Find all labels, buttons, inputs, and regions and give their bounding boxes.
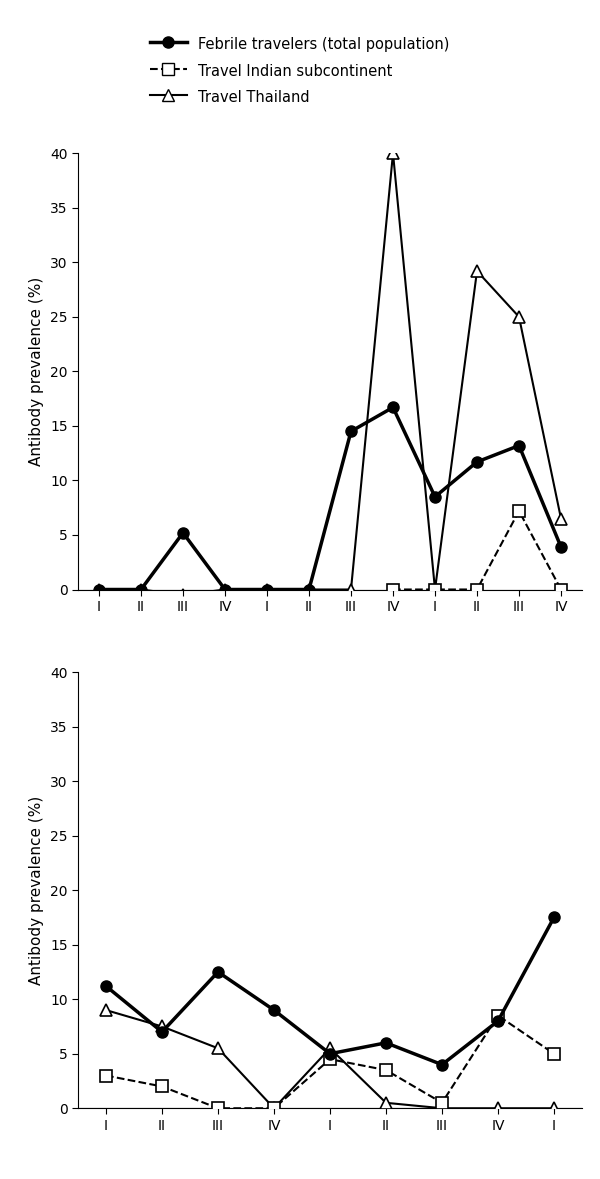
- Text: 1997: 1997: [313, 671, 347, 685]
- Legend: Febrile travelers (total population), Travel Indian subcontinent, Travel Thailan: Febrile travelers (total population), Tr…: [150, 35, 450, 106]
- Text: 1998: 1998: [480, 671, 516, 685]
- Y-axis label: Antibody prevalence (%): Antibody prevalence (%): [29, 277, 44, 466]
- Y-axis label: Antibody prevalence (%): Antibody prevalence (%): [29, 796, 44, 984]
- Text: 1996: 1996: [144, 671, 180, 685]
